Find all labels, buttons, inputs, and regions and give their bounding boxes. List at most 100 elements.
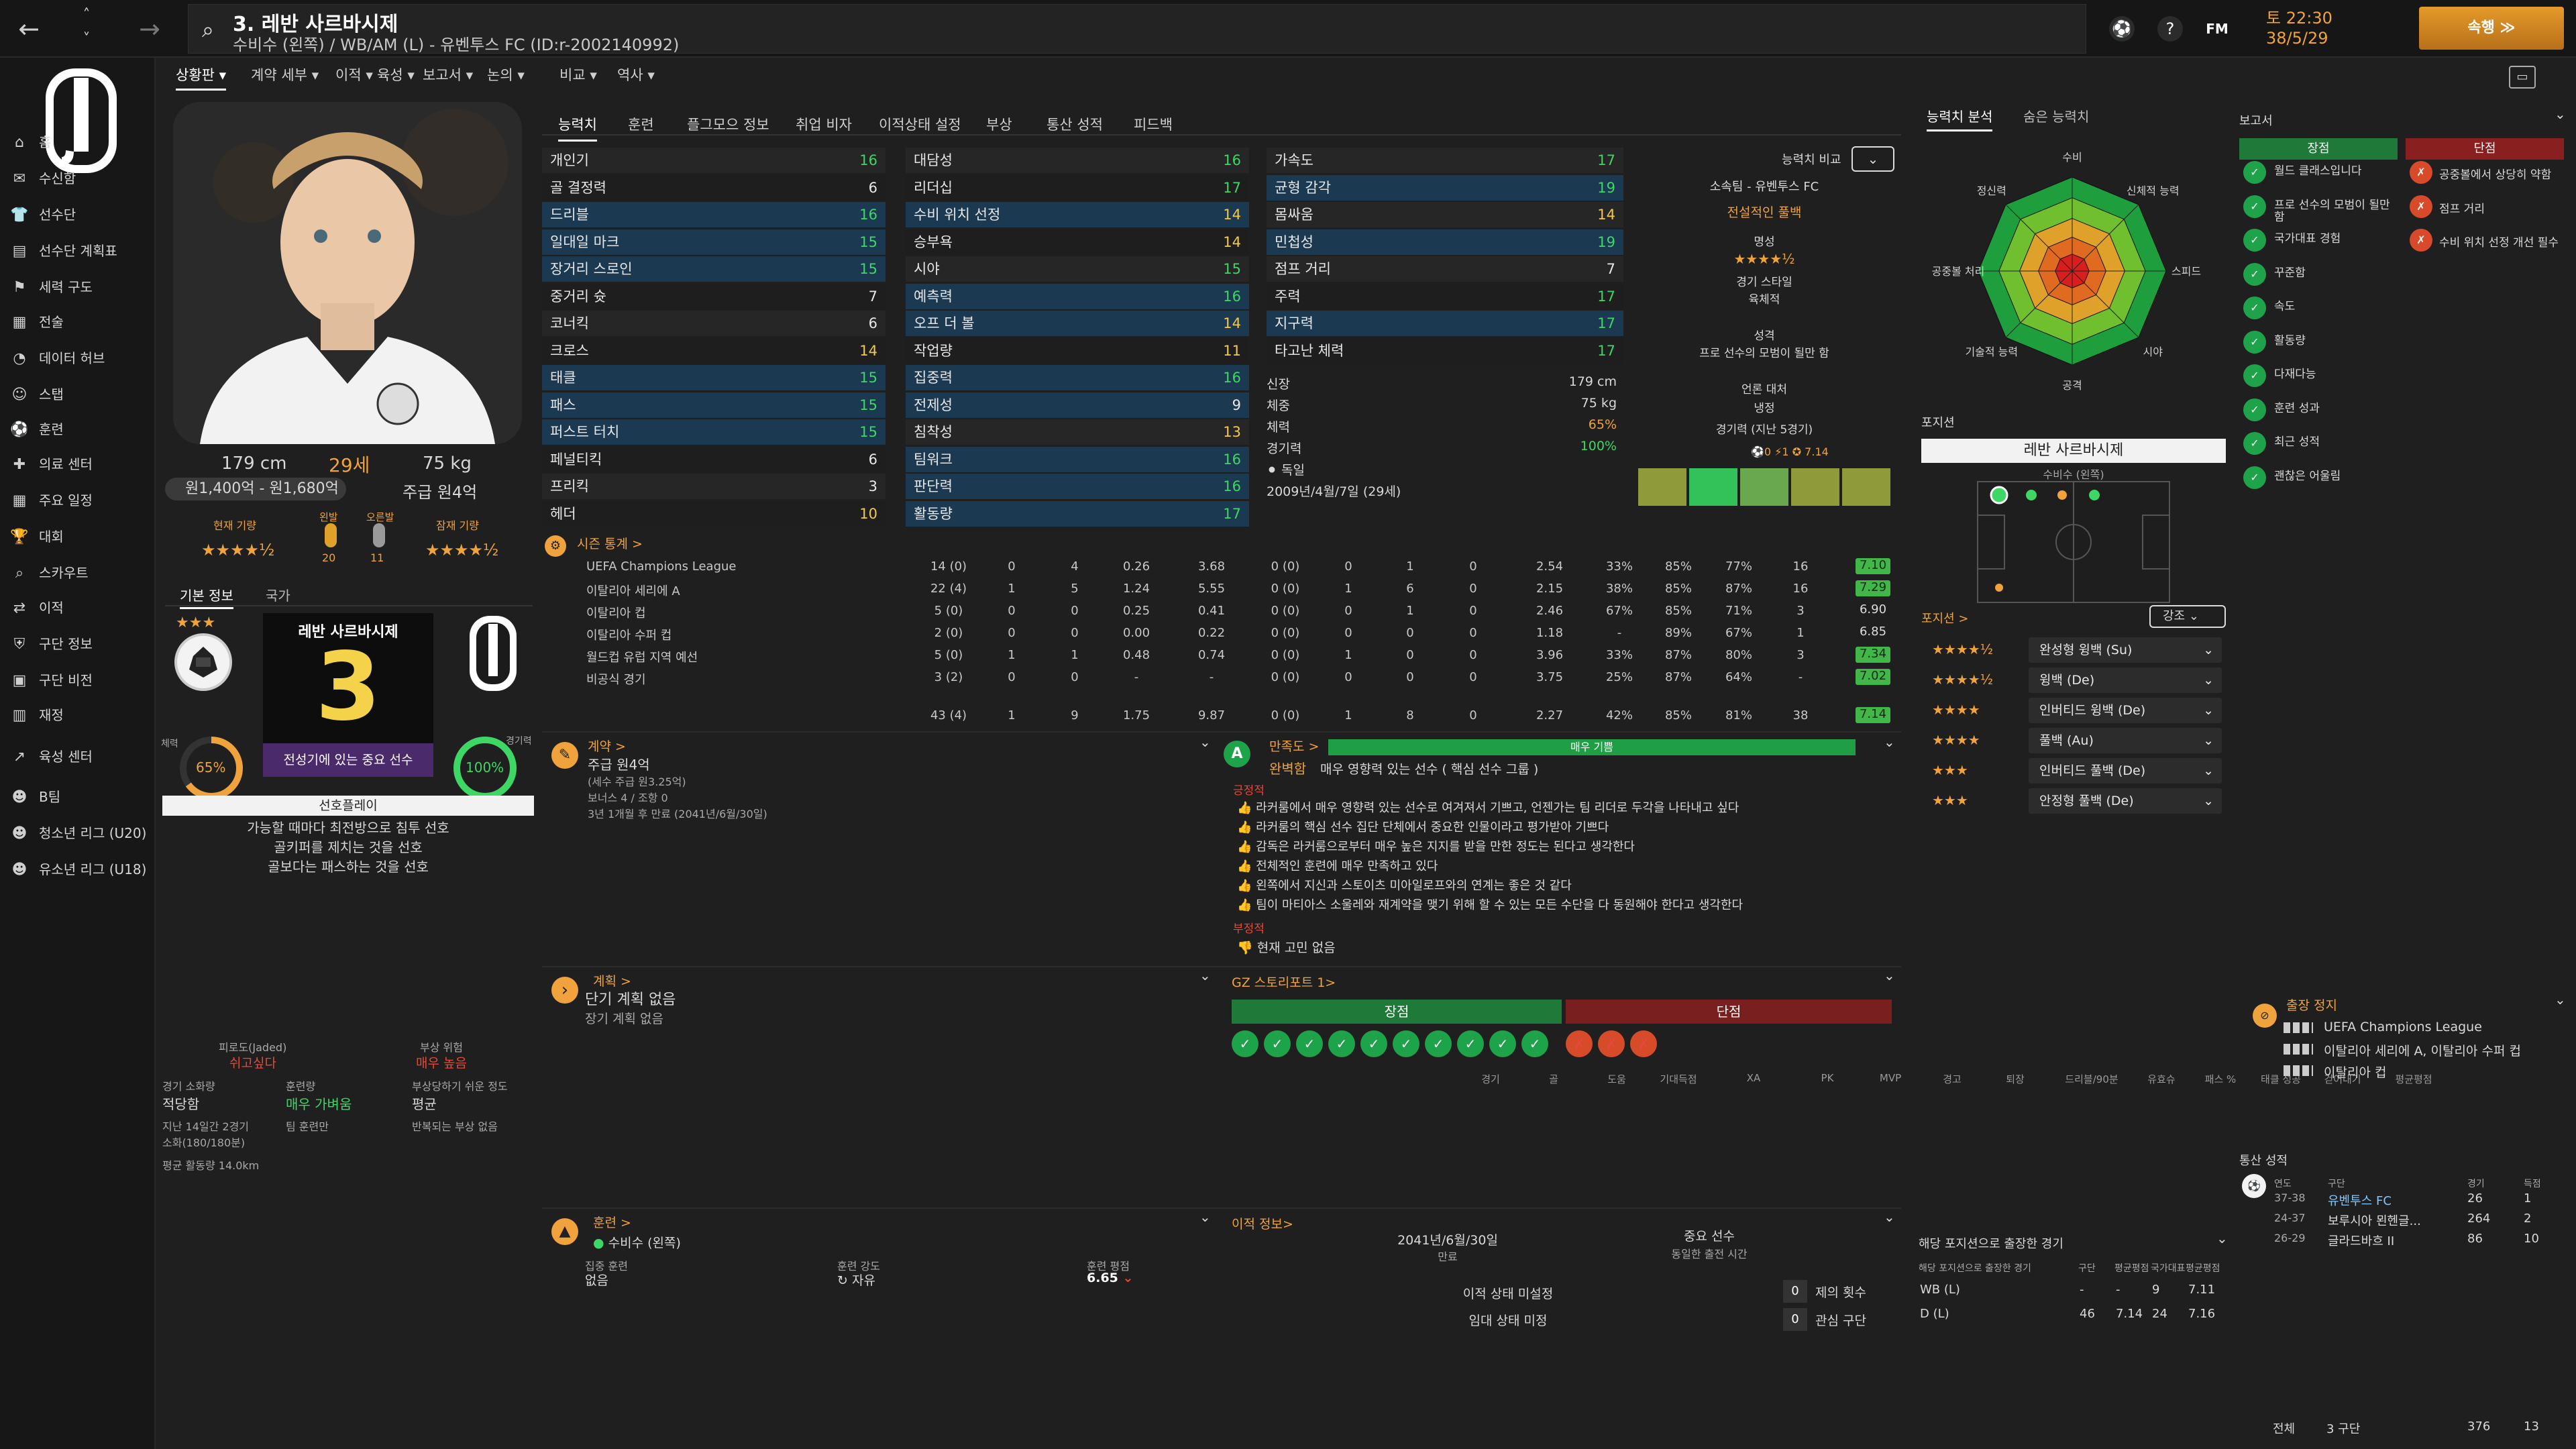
pitch-diagram (1977, 481, 2170, 603)
attr-row: 오프 더 볼 14 (906, 311, 1249, 336)
attr-value: 7 (1606, 261, 1615, 277)
subnav-item[interactable]: 상황판 ▾ (176, 64, 227, 91)
career-apps: 26 (2467, 1191, 2483, 1205)
forward-icon[interactable]: → (139, 14, 160, 44)
stats-cell: 85% (1664, 582, 1692, 596)
sidebar-item[interactable]: ☺ 스탭 (9, 381, 153, 408)
help-icon[interactable]: ? (2157, 16, 2183, 42)
main-tab[interactable]: 부상 (986, 117, 1012, 133)
stats-cell: 0 (1344, 626, 1352, 640)
sidebar-item[interactable]: ◔ 데이터 허브 (9, 345, 153, 372)
stats-cell: 2.46 (1536, 604, 1564, 618)
subnav-item[interactable]: 계약 세부 ▾ (251, 67, 319, 83)
sidebar-item[interactable]: ⌂ 홈 (9, 129, 153, 156)
continue-button[interactable]: 속행 ≫ (2419, 7, 2564, 50)
satisfaction-title[interactable]: 만족도 > (1269, 739, 1320, 754)
main-tab[interactable]: 플그모으 정보 (687, 117, 769, 133)
sidebar-item[interactable]: 🏆 대회 (9, 523, 153, 550)
sidebar-item[interactable]: ✉ 수신함 (9, 165, 153, 192)
tab-basic-info[interactable]: 기본 정보 (180, 585, 233, 609)
main-tab[interactable]: 피드백 (1134, 117, 1173, 133)
sidebar-item[interactable]: ▥ 재정 (9, 702, 153, 729)
chevron-down-icon[interactable]: ⌄ (1884, 1209, 1895, 1225)
subnav-item[interactable]: 논의 ▾ (487, 67, 525, 83)
rating-value: 6.65 ⌄ (1087, 1271, 1133, 1285)
role-select[interactable]: 안정형 풀백 (De) ⌄ (2029, 788, 2222, 814)
sidebar-item[interactable]: ▦ 전술 (9, 309, 153, 335)
sidebar-item[interactable]: 👕 선수단 (9, 201, 153, 228)
chevron-down-icon[interactable]: ˅ (83, 31, 91, 48)
sidebar-item[interactable]: ⚽ 훈련 (9, 416, 153, 443)
condition-note: 소화(180/180분) (162, 1136, 246, 1149)
club-logo[interactable] (42, 64, 121, 177)
role-stars: ★★★ (1932, 792, 1968, 808)
chevron-down-icon[interactable]: ⌄ (1884, 967, 1895, 983)
chevron-down-icon[interactable]: ⌄ (1884, 734, 1895, 750)
clock-date: 38/5/29 (2266, 29, 2328, 48)
roles-sort-dropdown[interactable]: 강조 ⌄ (2149, 605, 2226, 628)
subnav-item[interactable]: 이적 ▾ (335, 67, 373, 83)
transfer-title[interactable]: 이적 정보> (1232, 1217, 1293, 1232)
subnav-item[interactable]: 육성 ▾ (377, 67, 415, 83)
main-tab[interactable]: 훈련 (628, 117, 654, 133)
attr-row: 균형 감각 19 (1267, 174, 1623, 201)
fm-icon[interactable]: FM (2206, 21, 2229, 37)
tab-hidden-attributes[interactable]: 숨은 능력치 (2023, 109, 2090, 125)
subnav-item[interactable]: 역사 ▾ (617, 67, 655, 83)
club-badge-card (470, 616, 517, 691)
main-tab[interactable]: 이적상태 설정 (879, 117, 961, 133)
scout-title[interactable]: GZ 스토리포트 1> (1232, 975, 1336, 990)
role-select[interactable]: 완성형 윙백 (Su) ⌄ (2029, 637, 2222, 663)
sidebar-item[interactable]: ☻ 청소년 리그 (U20) (9, 820, 153, 847)
sidebar-item[interactable]: ☻ 유소년 리그 (U18) (9, 856, 153, 883)
sidebar-item[interactable]: ▣ 구단 비전 (9, 667, 153, 694)
chevron-down-icon[interactable]: ⌄ (2555, 106, 2566, 122)
back-icon[interactable]: ← (18, 14, 40, 44)
attr-value: 3 (868, 478, 877, 494)
training-title[interactable]: 훈련 > (593, 1216, 631, 1230)
form-label: 경기력 (지난 5경기) (1715, 423, 1813, 437)
role-select[interactable]: 인버티드 윙백 (De) ⌄ (2029, 698, 2222, 723)
scout-weaknesses: 단점 (1566, 1000, 1892, 1024)
chevron-down-icon[interactable]: ⌄ (1199, 734, 1211, 750)
role-select[interactable]: 인버티드 풀백 (De) ⌄ (2029, 758, 2222, 784)
chevron-down-icon[interactable]: ⌄ (2555, 991, 2566, 1008)
sidebar-item[interactable]: ⛨ 구단 정보 (9, 631, 153, 657)
stats-cell: 0 (1008, 670, 1016, 684)
sidebar-item[interactable]: ☻ B팀 (9, 784, 153, 810)
contract-title[interactable]: 계약 > (588, 739, 626, 754)
info-tabs: 기본 정보 국가 (165, 582, 533, 609)
pos-apps-header: 국가대표 (2151, 1263, 2186, 1274)
chevron-down-icon[interactable]: ⌄ (1199, 967, 1211, 983)
role-select[interactable]: 윙백 (De) ⌄ (2029, 667, 2222, 693)
plans-title[interactable]: 계획 > (593, 974, 631, 989)
search-box[interactable]: ⌕ 3. 레반 사르바시제 수비수 (왼쪽) / WB/AM (L) - 유벤투… (188, 4, 2086, 54)
ball-icon[interactable]: ⚽ (2109, 16, 2135, 42)
sidebar-item[interactable]: ▦ 주요 일정 (9, 487, 153, 514)
main-tab[interactable]: 취업 비자 (796, 117, 852, 133)
main-tab[interactable]: 통산 성적 (1046, 117, 1103, 133)
chevron-down-icon[interactable]: ⌄ (2216, 1230, 2228, 1246)
chevron-up-icon[interactable]: ˄ (83, 7, 91, 23)
chevron-down-icon[interactable]: ⌄ (1199, 1209, 1211, 1225)
tab-nation[interactable]: 국가 (266, 588, 290, 604)
sidebar-item[interactable]: ✚ 의료 센터 (9, 451, 153, 478)
sidebar-item[interactable]: ⌕ 스카우트 (9, 559, 153, 586)
training-icon: ▲ (551, 1218, 578, 1245)
negative-item: 👎 현재 고민 없음 (1237, 938, 1336, 956)
sidebar-item[interactable]: ⚑ 세력 구도 (9, 274, 153, 301)
subnav-item[interactable]: 비교 ▾ (559, 67, 597, 83)
tab-attribute-analysis[interactable]: 능력치 분석 (1927, 106, 1993, 131)
attr-value: 19 (1597, 179, 1615, 196)
sidebar-item[interactable]: ↗ 육성 센터 (9, 743, 153, 770)
stats-title[interactable]: 시즌 통계 > (577, 537, 643, 551)
role-select[interactable]: 풀백 (Au) ⌄ (2029, 728, 2222, 753)
subnav-item[interactable]: 보고서 ▾ (423, 67, 474, 83)
stats-cell: 0 (1406, 670, 1414, 684)
sidebar-item[interactable]: ▤ 선수단 계획표 (9, 237, 153, 264)
stats-cell: 1.24 (1122, 582, 1150, 596)
sidebar-item[interactable]: ⇄ 이적 (9, 594, 153, 621)
compare-dropdown[interactable]: ⌄ (1851, 146, 1894, 172)
layout-icon[interactable]: ▭ (2509, 66, 2536, 89)
main-tab[interactable]: 능력치 (558, 114, 597, 142)
